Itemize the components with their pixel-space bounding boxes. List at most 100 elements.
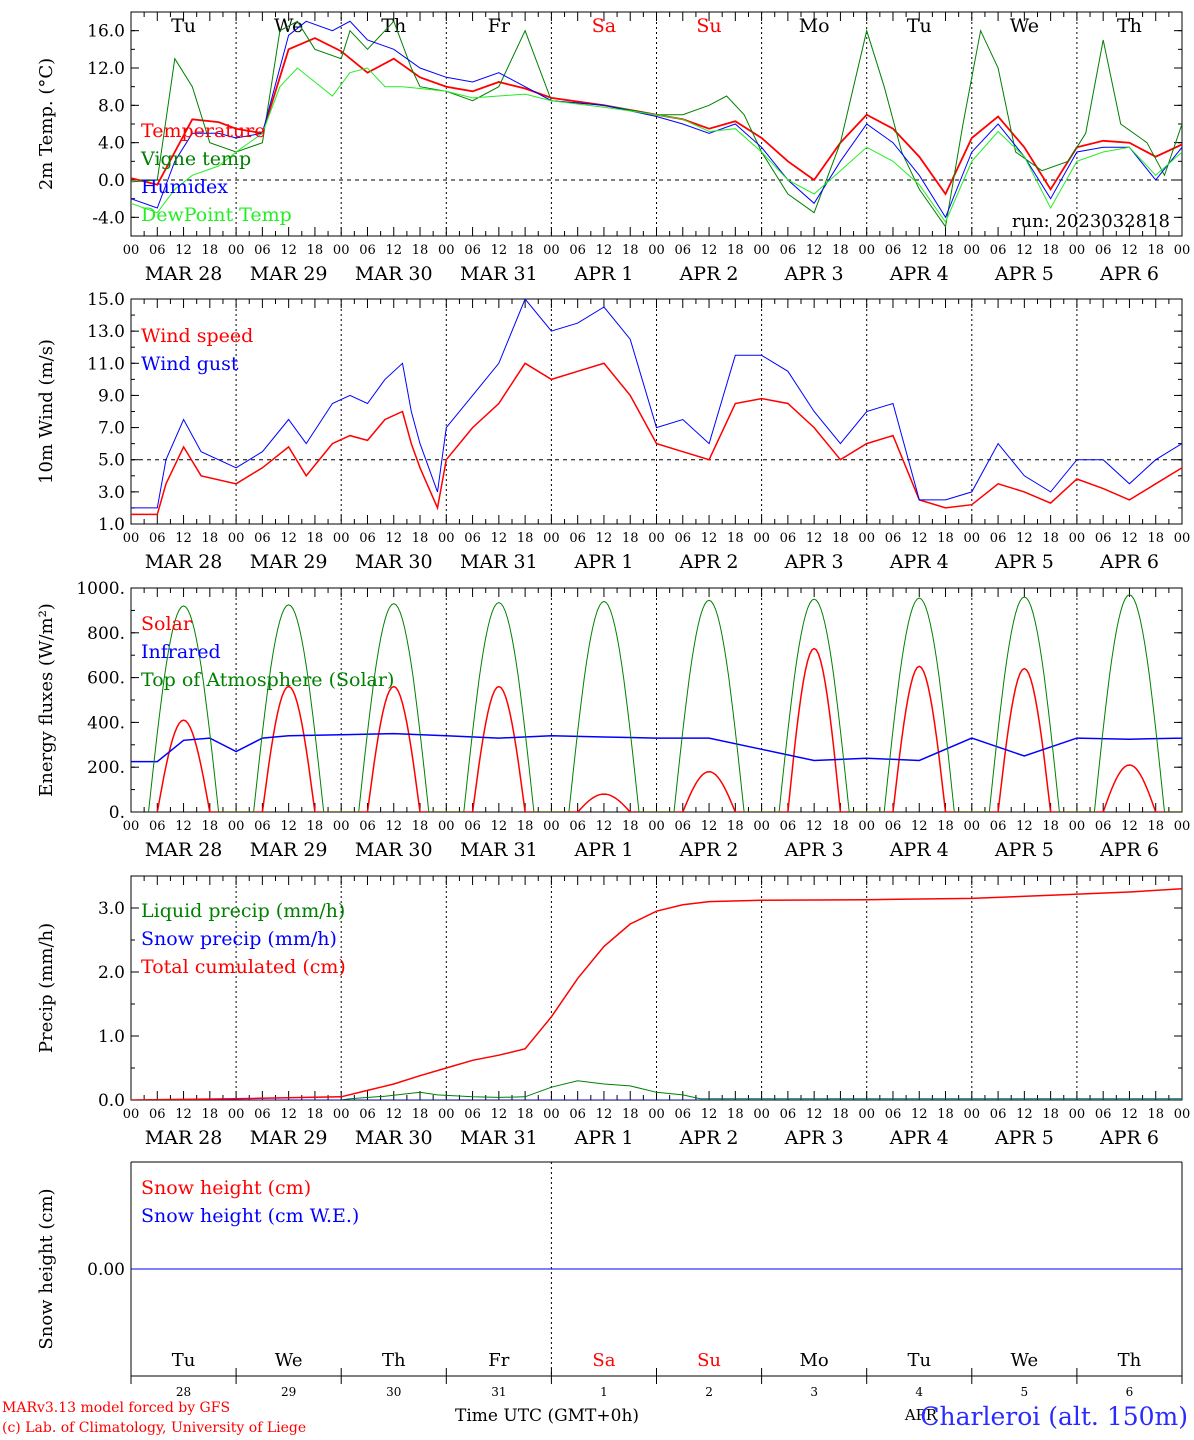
x-hour-label: 00 <box>753 243 770 258</box>
x-hour-label: 12 <box>701 243 718 258</box>
x-hour-label: 00 <box>543 819 560 834</box>
y-tick-label: 400. <box>87 713 125 733</box>
x-hour-label: 00 <box>123 1107 140 1122</box>
x-hour-label: 18 <box>202 1107 219 1122</box>
x-date-label: APR 4 <box>889 263 949 285</box>
y-tick-label: 0.00 <box>87 1260 125 1280</box>
x-hour-label: 18 <box>202 243 219 258</box>
x-hour-label: 06 <box>464 243 481 258</box>
x-hour-label: 00 <box>228 243 245 258</box>
x-hour-label: 18 <box>1042 1107 1059 1122</box>
x-hour-label: 12 <box>1016 819 1033 834</box>
x-hour-label: 00 <box>753 819 770 834</box>
panel-5: 0.00 Snow height (cm) Tu 28 We 29 Th 30 Fr 31 Sa 1 S… <box>36 1161 1183 1424</box>
x-hour-label: 06 <box>1095 531 1112 546</box>
day-name-label: Th <box>381 15 406 37</box>
x-hour-label: 00 <box>648 531 665 546</box>
day-name-label: Tu <box>171 15 196 37</box>
x-hour-label: 06 <box>1095 819 1112 834</box>
legend-entry: Solar <box>141 613 193 635</box>
station-name: Charleroi (alt. 150m) <box>920 1402 1188 1431</box>
x-date-label: MAR 28 <box>145 263 223 285</box>
legend-entry: Wind gust <box>141 353 239 375</box>
panel-3: 0. 200. 400. 600. 800. 1000. Energy fluxes (W/… <box>36 579 1190 861</box>
x-hour-label: 18 <box>1147 819 1164 834</box>
model-credit: MARv3.13 model forced by GFS <box>2 1400 231 1416</box>
x-hour-label: 00 <box>1174 243 1191 258</box>
x-hour-label: 18 <box>727 819 744 834</box>
x-hour-label: 06 <box>464 1107 481 1122</box>
x-hour-label: 18 <box>622 531 639 546</box>
day-name-label: We <box>275 1350 303 1371</box>
y-tick-label: 12.0 <box>87 59 125 79</box>
y-tick-label: 0.0 <box>98 1091 125 1111</box>
legend-entry: Snow height (cm W.E.) <box>141 1205 359 1227</box>
x-hour-label: 00 <box>438 531 455 546</box>
legend-entry: DewPoint Temp <box>141 204 292 226</box>
panel-1: -4.0 0.0 4.0 8.0 12.0 16.0 2m Temp. (°C) 00 06 12… <box>36 11 1191 285</box>
x-date-label: MAR 28 <box>145 1127 223 1149</box>
x-hour-label: 12 <box>1016 243 1033 258</box>
x-date-label: MAR 31 <box>460 263 538 285</box>
series-line <box>131 299 1182 509</box>
y-tick-label: 1.0 <box>98 1027 125 1047</box>
day-name-label: We <box>1011 1350 1039 1371</box>
x-hour-label: 12 <box>280 531 297 546</box>
series-line <box>148 594 1182 812</box>
x-hour-label: 00 <box>123 819 140 834</box>
y-tick-label: 3.0 <box>98 899 125 919</box>
day-number-label: 6 <box>1126 1385 1134 1399</box>
legend-entry: Temperature <box>141 120 265 142</box>
x-hour-label: 18 <box>307 243 324 258</box>
x-date-label: MAR 28 <box>145 551 223 573</box>
x-hour-label: 12 <box>911 819 928 834</box>
x-hour-label: 00 <box>543 531 560 546</box>
x-date-label: MAR 30 <box>355 263 433 285</box>
day-name-label: Mo <box>800 1350 829 1371</box>
month-label: APR <box>904 1406 938 1424</box>
legend-entry: Humidex <box>141 176 228 198</box>
series-line <box>131 20 1182 219</box>
x-hour-label: 18 <box>727 243 744 258</box>
x-date-label: APR 5 <box>994 839 1054 861</box>
x-hour-label: 00 <box>333 1107 350 1122</box>
day-name-label: Th <box>1117 15 1142 37</box>
x-hour-label: 06 <box>990 531 1007 546</box>
x-hour-label: 18 <box>202 819 219 834</box>
day-number-label: 28 <box>176 1385 191 1399</box>
x-hour-label: 06 <box>254 1107 271 1122</box>
y-tick-label: 9.0 <box>98 386 125 406</box>
x-hour-label: 06 <box>569 531 586 546</box>
x-hour-label: 12 <box>596 819 613 834</box>
x-date-label: MAR 29 <box>250 263 328 285</box>
x-hour-label: 12 <box>1121 531 1138 546</box>
day-name-label: Sa <box>592 15 616 37</box>
x-date-label: APR 4 <box>889 551 949 573</box>
x-hour-label: 06 <box>569 819 586 834</box>
x-hour-label: 00 <box>543 1107 560 1122</box>
x-hour-label: 06 <box>1095 1107 1112 1122</box>
y-tick-label: 200. <box>87 758 125 778</box>
x-hour-label: 18 <box>517 243 534 258</box>
x-hour-label: 06 <box>254 531 271 546</box>
x-hour-label: 06 <box>780 819 797 834</box>
x-hour-label: 00 <box>1069 243 1086 258</box>
x-hour-label: 06 <box>464 819 481 834</box>
x-hour-label: 18 <box>1147 243 1164 258</box>
y-tick-label: 5.0 <box>98 451 125 471</box>
x-hour-label: 12 <box>175 531 192 546</box>
y-axis-label: 10m Wind (m/s) <box>36 339 57 484</box>
x-date-label: APR 6 <box>1099 1127 1159 1149</box>
x-hour-label: 18 <box>832 819 849 834</box>
x-date-label: MAR 31 <box>460 551 538 573</box>
x-hour-label: 12 <box>1121 243 1138 258</box>
day-number-label: 1 <box>600 1385 608 1399</box>
x-hour-label: 18 <box>1147 1107 1164 1122</box>
legend-entry: Snow height (cm) <box>141 1177 311 1199</box>
x-hour-label: 00 <box>964 1107 981 1122</box>
day-number-label: 30 <box>386 1385 401 1399</box>
legend-entry: Total cumulated (cm) <box>141 956 346 978</box>
x-hour-label: 00 <box>648 819 665 834</box>
x-hour-label: 12 <box>911 531 928 546</box>
x-hour-label: 06 <box>359 243 376 258</box>
